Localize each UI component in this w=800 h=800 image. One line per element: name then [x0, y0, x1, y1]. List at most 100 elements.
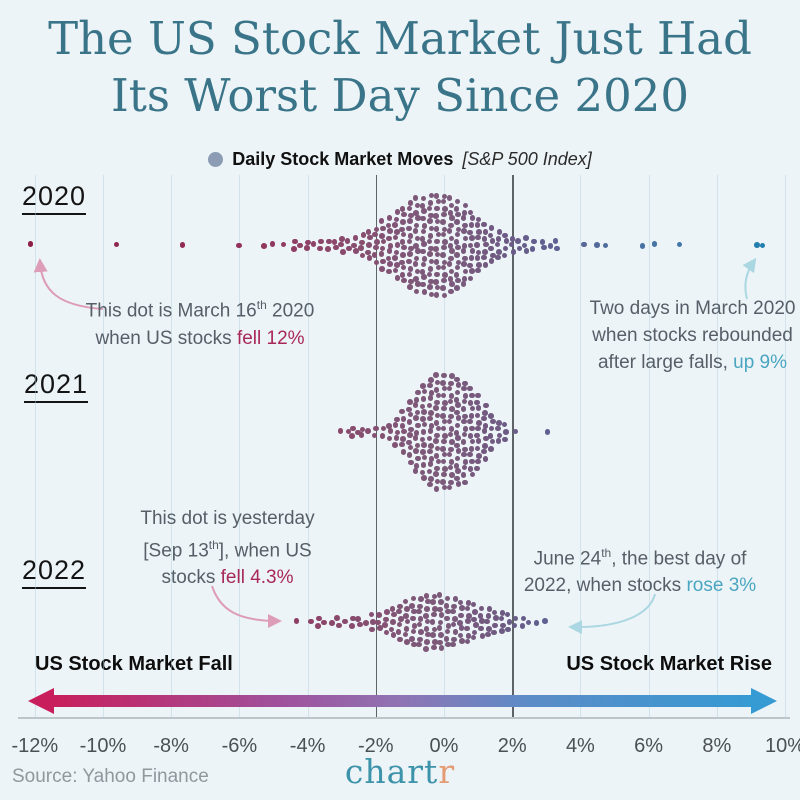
daily-move-dot: [413, 397, 420, 403]
daily-move-dot: [373, 259, 380, 266]
daily-move-dot: [502, 436, 508, 443]
daily-move-dot: [474, 465, 480, 472]
daily-move-dot: [454, 252, 460, 258]
daily-move-dot: [440, 198, 447, 205]
daily-move-dot: [236, 242, 242, 249]
daily-move-dot: [452, 596, 459, 602]
daily-move-dot: [453, 206, 460, 212]
daily-move-dot: [440, 231, 447, 238]
chart-title-line1: The US Stock Market Just Had: [48, 12, 752, 65]
daily-move-dot: [420, 396, 427, 402]
daily-move-dot: [428, 192, 435, 199]
daily-move-dot: [498, 615, 505, 622]
daily-move-dot: [434, 445, 441, 452]
daily-move-dot: [459, 605, 465, 611]
daily-move-dot: [505, 626, 511, 633]
daily-move-dot: [433, 259, 440, 265]
daily-move-dot: [423, 626, 430, 632]
daily-move-dot: [433, 471, 439, 477]
daily-move-dot: [380, 238, 387, 245]
daily-move-dot: [394, 209, 401, 215]
daily-move-dot: [350, 425, 356, 432]
annotation-sep-13-2022: This dot is yesterday [Sep 13th], when US…: [95, 505, 360, 591]
daily-move-dot: [447, 464, 454, 471]
daily-move-dot: [433, 438, 439, 444]
annotation-june-24-2022: June 24th, the best day of 2022, when sto…: [500, 540, 780, 599]
daily-move-dot: [408, 245, 414, 252]
daily-move-dot: [447, 431, 454, 438]
daily-move-dot: [442, 272, 448, 278]
daily-move-dot: [452, 629, 459, 635]
daily-move-dot: [415, 422, 421, 429]
source-credit: Source: Yahoo Finance: [12, 766, 209, 787]
year-label-2020: 2020: [22, 181, 87, 215]
daily-move-dot: [304, 245, 310, 251]
daily-move-dot: [305, 239, 311, 246]
daily-move-dot: [400, 231, 407, 238]
daily-move-dot: [489, 438, 496, 445]
daily-move-dot: [363, 620, 369, 626]
daily-move-dot: [329, 620, 335, 626]
daily-move-dot: [418, 629, 424, 635]
daily-move-dot: [475, 234, 481, 241]
daily-move-dot: [448, 393, 455, 399]
daily-move-dot: [390, 632, 397, 638]
daily-move-dot: [495, 254, 501, 261]
annotation-line: stocks fell 4.3%: [161, 567, 294, 589]
daily-move-dot: [413, 255, 420, 262]
daily-move-dot: [415, 389, 421, 396]
daily-move-dot: [495, 438, 502, 444]
daily-move-dot: [482, 229, 489, 235]
x-tick-label: -2%: [358, 735, 394, 757]
daily-move-dot: [412, 261, 419, 267]
daily-move-dot: [404, 618, 411, 625]
daily-move-dot: [436, 625, 443, 631]
daily-move-dot: [493, 615, 499, 621]
daily-move-dot: [441, 438, 447, 445]
daily-move-dot: [407, 411, 414, 418]
gridline: [239, 175, 241, 717]
daily-move-dot: [412, 402, 419, 408]
daily-move-dot: [433, 420, 440, 426]
daily-move-dot: [441, 259, 448, 266]
daily-move-dot: [523, 235, 529, 241]
daily-move-dot: [404, 606, 410, 612]
daily-move-dot: [482, 456, 489, 462]
daily-move-dot: [421, 223, 428, 229]
daily-move-dot: [442, 400, 448, 406]
daily-move-dot: [441, 418, 448, 425]
daily-move-dot: [400, 416, 407, 422]
daily-move-dot: [427, 481, 433, 488]
daily-move-dot: [407, 251, 413, 257]
daily-move-dot: [523, 248, 530, 254]
daily-move-dot: [386, 435, 393, 442]
daily-move-dot: [345, 428, 352, 435]
daily-move-dot: [425, 631, 431, 638]
annotation-line: [Sep 13th], when US: [143, 538, 312, 562]
daily-move-dot: [427, 428, 434, 434]
daily-move-dot: [488, 413, 494, 419]
daily-move-dot: [470, 601, 477, 608]
daily-move-dot: [460, 215, 467, 221]
daily-move-dot: [421, 208, 427, 214]
daily-move-dot: [438, 599, 444, 605]
daily-move-dot: [401, 244, 407, 251]
daily-move-dot: [394, 262, 400, 268]
daily-move-dot: [435, 198, 442, 205]
daily-move-dot: [465, 618, 471, 624]
daily-move-dot: [440, 413, 446, 419]
x-tick-label: -8%: [153, 735, 189, 757]
daily-move-dot: [460, 439, 467, 445]
daily-move-dot: [392, 422, 399, 428]
daily-move-dot: [407, 200, 414, 206]
daily-move-dot: [448, 268, 455, 275]
daily-move-dot: [424, 618, 431, 625]
daily-move-dot: [369, 626, 375, 633]
daily-move-dot: [427, 284, 433, 290]
daily-move-dot: [602, 242, 609, 249]
daily-move-dot: [387, 261, 393, 267]
daily-move-dot: [445, 641, 451, 648]
daily-move-dot: [462, 479, 468, 486]
daily-move-dot: [467, 262, 473, 269]
daily-move-dot: [651, 241, 658, 247]
